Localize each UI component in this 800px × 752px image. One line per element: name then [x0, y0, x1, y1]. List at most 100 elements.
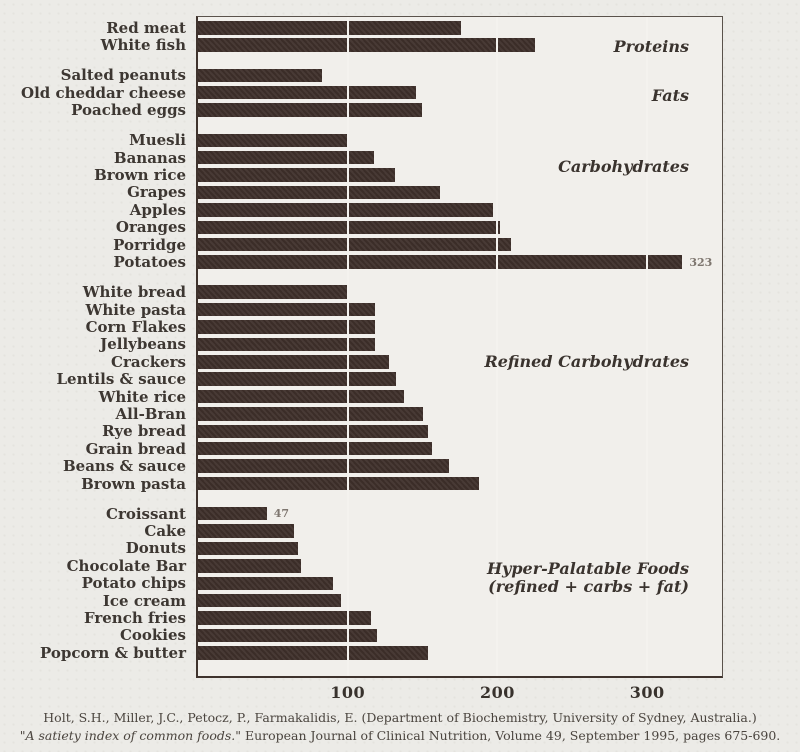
bar-row: Lentils & sauce — [0, 370, 800, 389]
bar-track — [196, 302, 723, 317]
bar-row: Salted peanuts — [0, 68, 800, 83]
bar-track — [196, 337, 723, 352]
food-label: Brown rice — [94, 166, 186, 185]
bar-row: All-Bran — [0, 406, 800, 421]
bar-row: Cake — [0, 522, 800, 541]
bar-track — [196, 68, 723, 83]
bar-group-3: White bread White pasta Corn Flakes Jellybe… — [0, 285, 800, 493]
x-axis-tick-200: 200 — [479, 683, 515, 702]
bar-track — [196, 150, 723, 165]
bar-track — [196, 203, 723, 217]
bar-row: Cookies — [0, 626, 800, 645]
value-bar — [196, 541, 299, 556]
bar-row: White rice — [0, 387, 800, 406]
bar-row: Old cheddar cheese — [0, 83, 800, 102]
value-bar — [196, 559, 302, 573]
bar-track — [196, 559, 723, 573]
bar-track — [196, 21, 723, 35]
food-label: French fries — [83, 609, 186, 628]
bar-row: Porridge — [0, 237, 800, 252]
bar-row: Grain bread — [0, 441, 800, 456]
bar-row: Corn Flakes — [0, 318, 800, 336]
bar-track — [196, 576, 723, 591]
bar-track — [196, 133, 723, 148]
food-label: Oranges — [115, 218, 186, 237]
food-label: White rice — [98, 387, 186, 406]
bar-rows: Red meat White fish Salted peanuts Old ched… — [0, 18, 800, 660]
bar-track — [196, 476, 723, 491]
bar-row: Brown pasta — [0, 474, 800, 493]
value-bar — [196, 407, 424, 421]
food-label: Crackers — [111, 352, 186, 371]
bar-track — [196, 389, 723, 404]
value-bar — [196, 85, 416, 100]
food-label: Croissant — [106, 504, 186, 523]
food-label: Bananas — [113, 148, 186, 167]
food-label: Poached eggs — [71, 101, 186, 120]
bar-track — [196, 646, 723, 660]
bar-row: White pasta — [0, 302, 800, 317]
value-bar — [196, 185, 440, 200]
bar-track: 47 — [196, 506, 723, 521]
value-bar — [196, 133, 347, 148]
value-bar — [196, 424, 428, 439]
bar-track — [196, 628, 723, 643]
bar-row: Potato chips — [0, 576, 800, 591]
bar-track — [196, 372, 723, 386]
value-bar — [196, 220, 501, 234]
food-label: Red meat — [106, 18, 186, 37]
bar-group-2: Muesli Bananas Brown rice Grapes Apples Orang… — [0, 131, 800, 272]
citation-line-1: Holt, S.H., Miller, J.C., Petocz, P., Fa… — [43, 710, 757, 725]
bar-row: Poached eggs — [0, 101, 800, 120]
food-label: Beans & sauce — [62, 457, 186, 476]
food-label: Cookies — [119, 626, 186, 645]
food-label: Muesli — [129, 131, 186, 150]
bar-row: Ice cream — [0, 593, 800, 608]
bar-row: Brown rice — [0, 166, 800, 185]
bar-track — [196, 459, 723, 473]
bar-row: Oranges — [0, 218, 800, 237]
value-annotation: 323 — [689, 255, 713, 269]
bar-track — [196, 441, 723, 456]
bar-row: White fish — [0, 38, 800, 53]
value-bar — [196, 611, 371, 625]
value-bar — [196, 646, 428, 660]
food-label: Old cheddar cheese — [21, 83, 186, 102]
value-bar — [196, 372, 397, 386]
food-label: Corn Flakes — [85, 318, 186, 336]
bar-track: 323 — [196, 255, 723, 269]
value-bar — [196, 576, 334, 591]
citation: Holt, S.H., Miller, J.C., Petocz, P., Fa… — [0, 709, 800, 744]
bar-track — [196, 285, 723, 299]
bar-row: Rye bread — [0, 424, 800, 439]
value-bar — [196, 237, 511, 252]
value-bar — [196, 628, 377, 643]
food-label: Cake — [144, 522, 186, 541]
value-bar — [196, 355, 389, 369]
bar-track — [196, 593, 723, 608]
bar-track — [196, 524, 723, 538]
bar-row: Chocolate Bar — [0, 558, 800, 573]
bar-group-4: Croissant 47 Cake Donuts Chocolate Bar Potato… — [0, 504, 800, 660]
food-label: Potatoes — [113, 253, 186, 272]
food-label: Apples — [129, 200, 186, 219]
value-annotation: 47 — [273, 507, 290, 521]
value-bar — [196, 68, 323, 83]
value-bar — [196, 302, 376, 317]
bar-group-1: Salted peanuts Old cheddar cheese Poached … — [0, 68, 800, 120]
citation-title-italic: "A satiety index of common foods." — [19, 727, 241, 743]
citation-journal: European Journal of Clinical Nutrition, … — [241, 727, 781, 743]
food-label: Lentils & sauce — [56, 370, 187, 389]
bar-row: Beans & sauce — [0, 457, 800, 476]
bar-row: French fries — [0, 609, 800, 628]
food-label: Brown pasta — [81, 474, 186, 493]
value-bar — [196, 506, 267, 521]
bar-track — [196, 611, 723, 625]
bar-track — [196, 168, 723, 182]
bar-row: White bread — [0, 285, 800, 300]
value-bar — [196, 285, 347, 299]
bar-row: Apples — [0, 200, 800, 219]
value-bar — [196, 389, 404, 404]
value-bar — [196, 459, 449, 473]
